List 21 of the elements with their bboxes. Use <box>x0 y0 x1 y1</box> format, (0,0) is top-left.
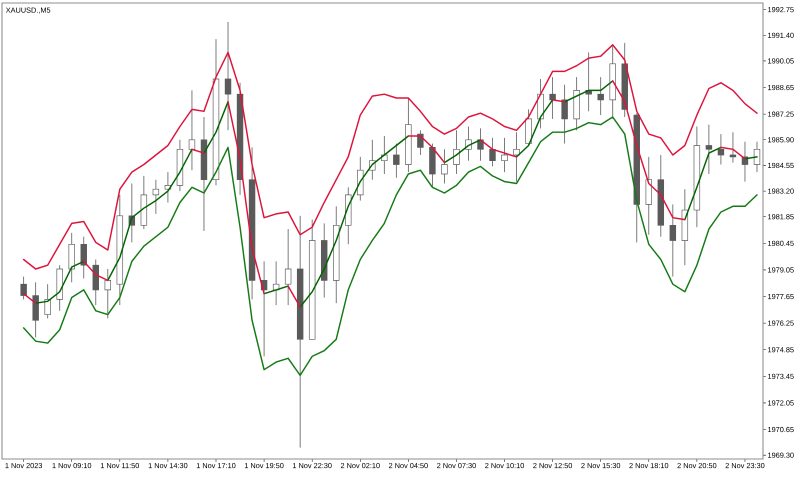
line-series <box>22 116 758 376</box>
candlestick <box>561 84 568 144</box>
candlestick <box>453 130 460 174</box>
candlestick <box>549 76 556 120</box>
candlestick <box>80 236 87 279</box>
candlestick <box>513 132 520 182</box>
candlestick <box>224 22 232 131</box>
candlestick <box>597 76 604 116</box>
candlestick <box>730 132 736 163</box>
candlestick <box>718 134 724 165</box>
candlestick <box>284 228 292 306</box>
candlestick <box>44 284 51 319</box>
candlestick <box>104 268 112 319</box>
candlestick <box>441 148 448 184</box>
candlestick <box>670 204 676 277</box>
candlestick <box>188 90 196 171</box>
candlestick <box>20 276 27 300</box>
candlestick <box>152 179 160 214</box>
candlestick <box>393 143 400 178</box>
candlestick <box>706 124 712 174</box>
candlestick <box>501 137 508 172</box>
